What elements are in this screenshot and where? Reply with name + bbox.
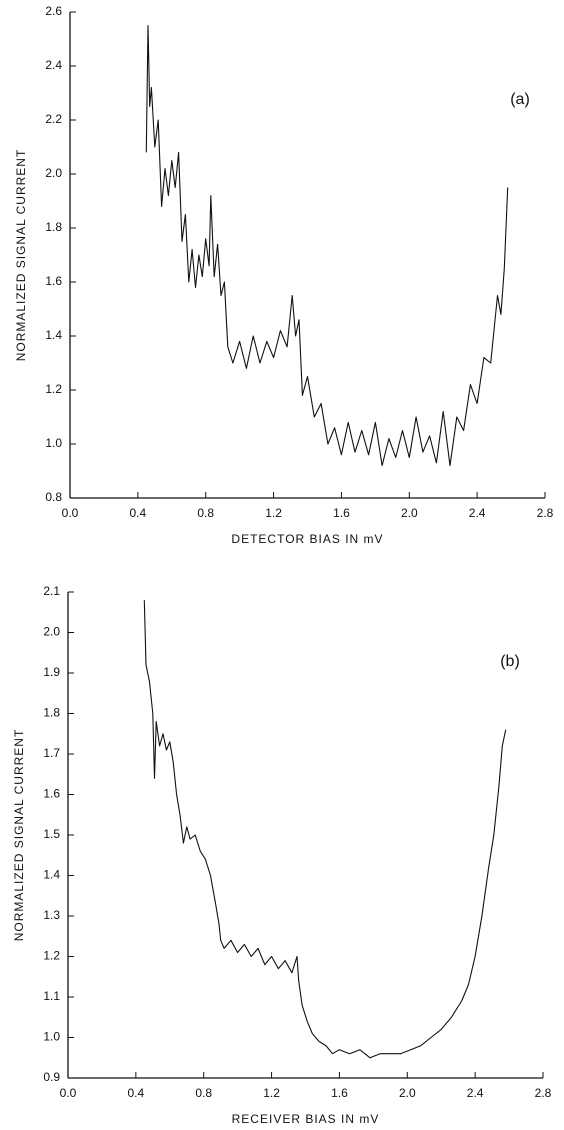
x-tick-label: 1.2 xyxy=(265,506,282,520)
x-tick-label: 0.8 xyxy=(195,1086,212,1100)
y-tick-label: 1.6 xyxy=(45,274,62,288)
x-tick-label: 2.0 xyxy=(399,1086,416,1100)
x-tick-label: 0.8 xyxy=(197,506,214,520)
curve xyxy=(143,600,507,1059)
x-tick-label: 2.4 xyxy=(467,1086,484,1100)
y-tick-label: 2.0 xyxy=(45,166,62,180)
y-tick-label: 2.0 xyxy=(43,625,60,639)
y-tick-label: 1.4 xyxy=(45,328,62,342)
x-tick-label: 1.6 xyxy=(333,506,350,520)
y-tick-label: 1.6 xyxy=(43,787,60,801)
y-tick-label: 1.8 xyxy=(43,706,60,720)
y-tick-label: 1.2 xyxy=(43,949,60,963)
x-axis-title: DETECTOR BIAS IN mV xyxy=(231,532,383,546)
y-tick-label: 1.5 xyxy=(43,827,60,841)
y-tick-label: 2.1 xyxy=(43,584,60,598)
y-tick-label: 0.9 xyxy=(43,1070,60,1084)
curve xyxy=(145,24,509,467)
y-tick-label: 0.8 xyxy=(45,490,62,504)
y-tick-label: 2.2 xyxy=(45,112,62,126)
y-axis-title: NORMALIZED SIGNAL CURRENT xyxy=(14,149,28,362)
x-tick-label: 2.4 xyxy=(469,506,486,520)
y-tick-label: 1.0 xyxy=(45,436,62,450)
annotation: (b) xyxy=(500,653,520,670)
x-tick-label: 0.4 xyxy=(130,506,147,520)
y-tick-label: 1.1 xyxy=(43,989,60,1003)
y-tick-label: 2.6 xyxy=(45,4,62,18)
x-tick-label: 0.4 xyxy=(128,1086,145,1100)
y-tick-label: 1.3 xyxy=(43,908,60,922)
y-axis-title: NORMALIZED SIGNAL CURRENT xyxy=(12,729,26,942)
y-tick-label: 1.8 xyxy=(45,220,62,234)
x-axis-title: RECEIVER BIAS IN mV xyxy=(232,1112,380,1126)
x-tick-label: 2.0 xyxy=(401,506,418,520)
y-tick-label: 1.9 xyxy=(43,665,60,679)
y-tick-label: 1.2 xyxy=(45,382,62,396)
y-tick-label: 1.0 xyxy=(43,1030,60,1044)
x-tick-label: 1.6 xyxy=(331,1086,348,1100)
y-tick-label: 1.7 xyxy=(43,746,60,760)
annotation: (a) xyxy=(510,91,530,108)
y-tick-label: 1.4 xyxy=(43,868,60,882)
x-tick-label: 1.2 xyxy=(263,1086,280,1100)
x-tick-label: 0.0 xyxy=(62,506,79,520)
x-tick-label: 2.8 xyxy=(537,506,554,520)
y-tick-label: 2.4 xyxy=(45,58,62,72)
x-tick-label: 0.0 xyxy=(60,1086,77,1100)
x-tick-label: 2.8 xyxy=(535,1086,552,1100)
